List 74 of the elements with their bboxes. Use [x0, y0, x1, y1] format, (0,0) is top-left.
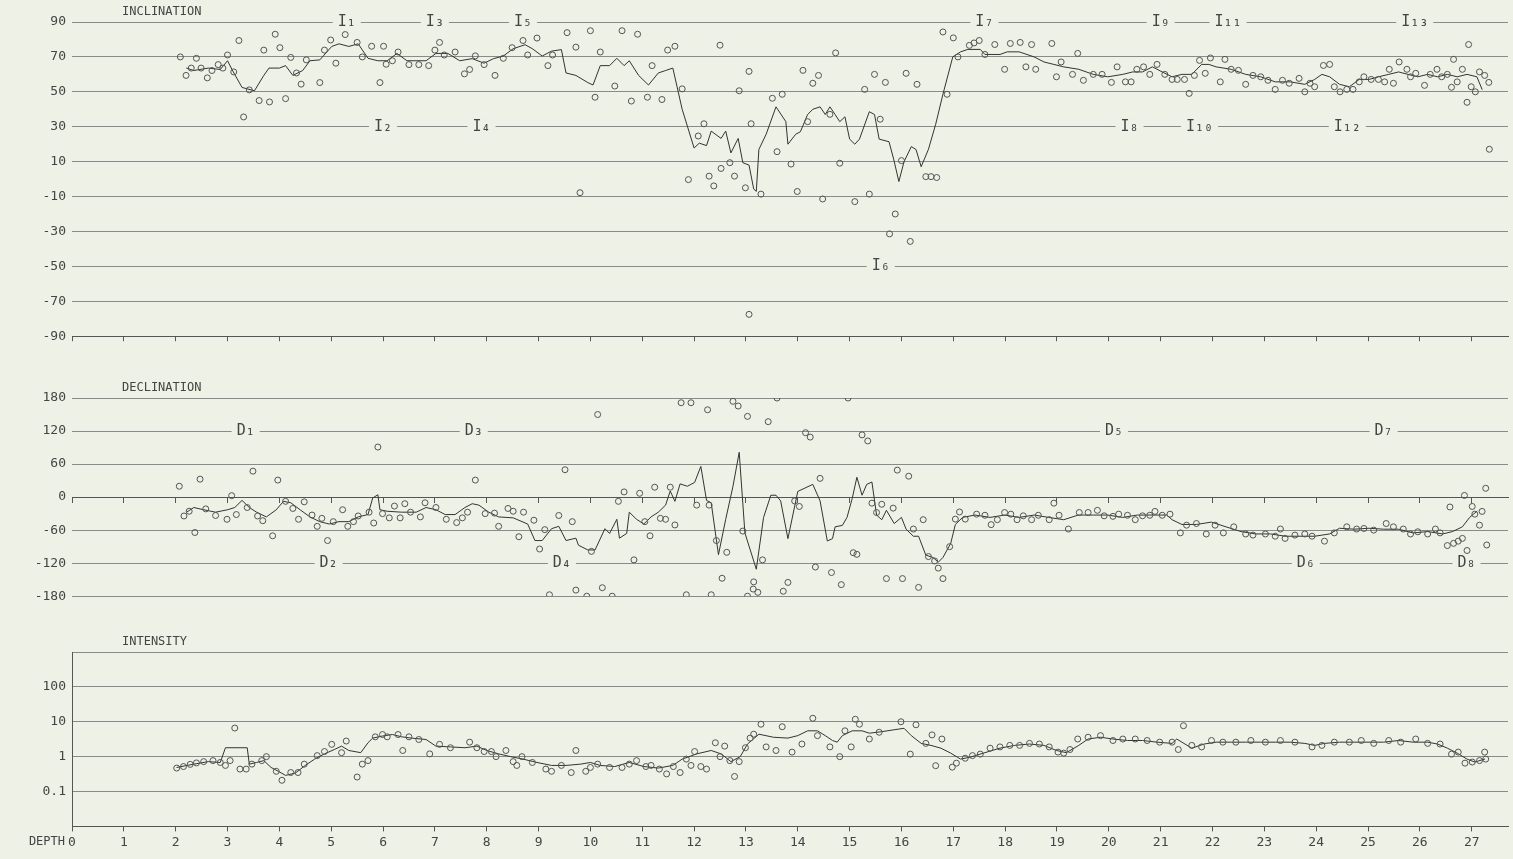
- y-tick-label: -60: [42, 521, 66, 537]
- annotation: D₄: [552, 553, 571, 572]
- annotation: I₆: [871, 256, 890, 275]
- x-tick-label: 2: [171, 833, 180, 849]
- annotation: I₁₂: [1333, 116, 1361, 135]
- y-tick-label: 100: [42, 678, 66, 694]
- y-tick-label: 120: [42, 422, 66, 438]
- annotation: I₂: [374, 116, 393, 135]
- chart-title: INCLINATION: [122, 4, 202, 19]
- x-tick-label: 8: [482, 833, 491, 849]
- annotation: I₅: [513, 11, 533, 30]
- y-tick-label: 50: [50, 83, 66, 99]
- y-tick-label: -50: [42, 257, 66, 273]
- x-tick-label: 15: [841, 833, 858, 849]
- x-tick-label: 17: [945, 833, 962, 849]
- y-tick-label: 0.1: [42, 782, 66, 798]
- y-tick-label: -70: [42, 292, 66, 308]
- x-tick-label: 16: [893, 833, 910, 849]
- y-tick-label: -120: [34, 554, 66, 570]
- y-tick-label: 10: [50, 713, 66, 729]
- chart-title: INTENSITY: [122, 634, 188, 649]
- x-tick-label: 19: [1049, 833, 1065, 849]
- x-tick-label: 5: [327, 833, 336, 849]
- x-tick-label: 24: [1308, 833, 1325, 849]
- y-tick-label: 1: [58, 748, 66, 764]
- x-tick-label: 22: [1204, 833, 1221, 849]
- y-tick-label: 90: [50, 13, 66, 29]
- x-tick-label: 14: [789, 833, 806, 849]
- x-tick-label: 25: [1360, 833, 1376, 849]
- x-tick-label: 0: [68, 833, 76, 849]
- x-tick-label: 9: [534, 833, 543, 849]
- x-tick-label: 23: [1256, 833, 1273, 849]
- x-tick-label: 27: [1463, 833, 1480, 849]
- x-tick-label: 3: [223, 833, 232, 849]
- annotation: D₃: [464, 420, 483, 439]
- annotation: I₁₀: [1186, 116, 1214, 135]
- x-tick-label: 4: [275, 833, 284, 849]
- x-tick-label: 11: [634, 833, 651, 849]
- x-axis-title: DEPTH: [28, 833, 65, 848]
- x-tick-label: 6: [379, 833, 387, 849]
- annotation: I₉: [1151, 11, 1170, 30]
- annotation: I₇: [975, 11, 994, 30]
- y-tick-label: -90: [42, 327, 66, 343]
- annotation: D₆: [1296, 553, 1315, 572]
- y-tick-label: 30: [50, 118, 66, 134]
- annotation: I₈: [1120, 116, 1139, 135]
- x-tick-label: 7: [430, 833, 439, 849]
- annotation: D₅: [1104, 420, 1124, 439]
- y-tick-label: 0: [58, 488, 66, 504]
- y-tick-label: -30: [42, 222, 66, 238]
- x-tick-label: 13: [738, 833, 754, 849]
- annotation: D₇: [1374, 420, 1393, 439]
- annotation: I₁₁: [1214, 11, 1242, 30]
- y-tick-label: -180: [34, 587, 66, 603]
- x-tick-label: 26: [1412, 833, 1428, 849]
- chart-title: DECLINATION: [122, 380, 202, 395]
- y-tick-label: 70: [50, 48, 66, 64]
- x-tick-label: 10: [582, 833, 599, 849]
- x-tick-label: 21: [1152, 833, 1169, 849]
- annotation: I₁₃: [1401, 11, 1429, 30]
- annotation: D₁: [236, 420, 255, 439]
- annotation: D₈: [1457, 553, 1476, 572]
- annotation: I₄: [472, 116, 491, 135]
- y-tick-label: 60: [50, 455, 66, 471]
- annotation: D₂: [319, 553, 338, 572]
- x-tick-label: 20: [1100, 833, 1117, 849]
- y-tick-label: 10: [50, 153, 66, 169]
- x-tick-label: 12: [686, 833, 702, 849]
- annotation: I₃: [425, 11, 444, 30]
- x-tick-label: 18: [997, 833, 1013, 849]
- x-tick-label: 1: [119, 833, 128, 849]
- annotation: I₁: [337, 11, 356, 30]
- y-tick-label: -10: [42, 187, 66, 203]
- y-tick-label: 180: [42, 389, 66, 405]
